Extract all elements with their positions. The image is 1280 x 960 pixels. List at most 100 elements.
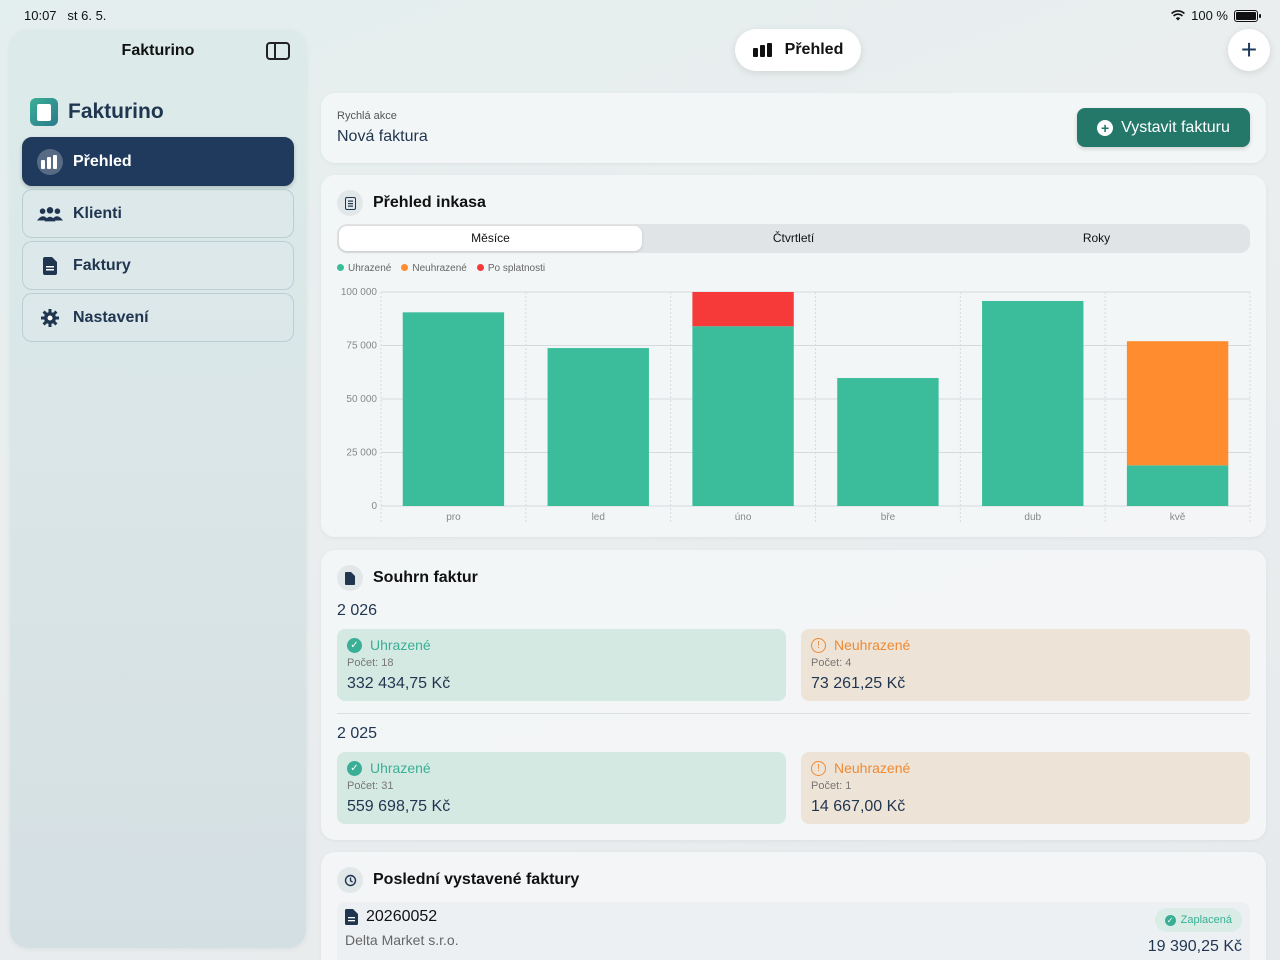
gear-icon — [37, 305, 63, 331]
invoice-number-text: 20260052 — [366, 908, 438, 925]
sidebar-item-label: Faktury — [73, 256, 131, 274]
clock-warning-icon: ! — [811, 637, 826, 653]
collection-header: Přehled inkasa — [337, 190, 486, 216]
document-icon — [37, 253, 63, 279]
x-tick-label: led — [592, 512, 605, 523]
document-icon — [345, 909, 358, 925]
collection-overview-card: Přehled inkasa Měsíce Čtvrtletí Roky Uhr… — [321, 175, 1266, 537]
y-tick-label: 100 000 — [341, 287, 378, 298]
check-circle-icon: ✓ — [1164, 914, 1176, 926]
bar-kvě-0 — [1126, 465, 1229, 506]
segment-quarters[interactable]: Čtvrtletí — [772, 231, 815, 245]
status-badge: ✓ Zaplacená — [1154, 908, 1242, 932]
paid-amount: 332 434,75 Kč — [347, 675, 451, 692]
recent-invoices-card: Poslední vystavené faktury 20260052 Delt… — [321, 852, 1266, 960]
paid-label: Uhrazené — [370, 637, 431, 653]
chart-icon — [752, 43, 772, 57]
people-icon — [37, 201, 63, 227]
x-tick-label: kvě — [1170, 512, 1186, 523]
sidebar-nav: Přehled Klienti Faktury Nastavení — [22, 137, 294, 345]
quick-action-label: Rychlá akce — [337, 110, 397, 122]
x-tick-label: pro — [446, 512, 461, 523]
unpaid-amount: 14 667,00 Kč — [811, 798, 906, 815]
invoice-row[interactable]: 20260052 Delta Market s.r.o. ✓ Zaplacená… — [337, 902, 1250, 960]
sidebar-item-label: Přehled — [73, 152, 132, 170]
paid-tile[interactable]: ✓ Uhrazené Počet: 18 332 434,75 Kč — [337, 629, 786, 701]
brand-name: Fakturino — [68, 100, 164, 123]
year-label: 2 026 — [337, 602, 378, 619]
summary-header: Souhrn faktur — [337, 565, 478, 591]
unpaid-label: Neuhrazené — [834, 760, 911, 776]
receipt-icon — [337, 190, 363, 216]
legend-unpaid: Neuhrazené — [401, 263, 467, 274]
sidebar-toggle-icon[interactable] — [266, 42, 290, 60]
bar-pro-0 — [402, 312, 505, 506]
invoice-summary-card: Souhrn faktur 2 026 ✓ Uhrazené Počet: 18 … — [321, 550, 1266, 840]
status-time: 10:07 st 6. 5. — [24, 8, 106, 23]
x-tick-label: bře — [881, 512, 896, 523]
invoice-number: 20260052 — [345, 908, 437, 926]
unpaid-tile[interactable]: ! Neuhrazené Počet: 4 73 261,25 Kč — [801, 629, 1250, 701]
clock: 10:07 — [24, 8, 57, 23]
y-tick-label: 75 000 — [346, 341, 377, 352]
unpaid-count: Počet: 1 — [811, 780, 852, 792]
year-label: 2 025 — [337, 725, 378, 742]
plus-icon: + — [1240, 34, 1258, 65]
chart-legend: Uhrazené Neuhrazené Po splatnosti — [337, 263, 545, 274]
check-circle-icon: ✓ — [347, 637, 362, 653]
sidebar-title: Fakturino — [121, 42, 195, 59]
battery-icon — [1234, 9, 1261, 22]
legend-unpaid-label: Neuhrazené — [412, 263, 467, 274]
sidebar-item-faktury[interactable]: Faktury — [22, 241, 294, 290]
paid-count: Počet: 31 — [347, 780, 394, 792]
status-bar: 10:07 st 6. 5. 100 % — [0, 0, 1280, 30]
chart-icon — [37, 148, 63, 175]
collection-title: Přehled inkasa — [373, 194, 486, 211]
status-right: 100 % — [1171, 8, 1261, 23]
legend-paid: Uhrazené — [337, 263, 391, 274]
sidebar-item-klienti[interactable]: Klienti — [22, 189, 294, 238]
battery-percent: 100 % — [1191, 8, 1228, 23]
unpaid-count: Počet: 4 — [811, 657, 852, 669]
paid-amount: 559 698,75 Kč — [347, 798, 451, 815]
y-tick-label: 25 000 — [346, 448, 377, 459]
x-tick-label: úno — [735, 512, 752, 523]
bar-úno-0 — [692, 326, 794, 506]
status-label: Zaplacená — [1180, 914, 1232, 926]
wifi-icon — [1171, 10, 1186, 21]
quick-action-card: Rychlá akce Nová faktura + Vystavit fakt… — [321, 93, 1266, 163]
overview-tab-pill[interactable]: Přehled — [735, 29, 861, 71]
divider — [337, 713, 1250, 714]
summary-title: Souhrn faktur — [373, 569, 478, 586]
period-segmented-control: Měsíce Čtvrtletí Roky — [337, 224, 1250, 253]
invoice-client: Delta Market s.r.o. — [345, 932, 459, 948]
add-button[interactable]: + — [1228, 29, 1270, 71]
y-tick-label: 0 — [371, 501, 377, 512]
bar-kvě-1 — [1126, 341, 1229, 466]
history-icon — [337, 867, 363, 893]
sidebar-item-nastaveni[interactable]: Nastavení — [22, 293, 294, 342]
unpaid-tile[interactable]: ! Neuhrazené Počet: 1 14 667,00 Kč — [801, 752, 1250, 824]
sidebar-item-label: Nastavení — [73, 308, 149, 326]
date: st 6. 5. — [67, 8, 107, 23]
segment-years[interactable]: Roky — [1082, 231, 1111, 245]
page-title: Přehled — [784, 41, 844, 58]
create-invoice-button[interactable]: + Vystavit fakturu — [1077, 108, 1250, 147]
x-tick-label: dub — [1024, 512, 1041, 523]
legend-overdue: Po splatnosti — [476, 263, 545, 274]
create-invoice-label: Vystavit fakturu — [1121, 118, 1230, 136]
bar-bře-0 — [837, 378, 939, 506]
collection-bar-chart: 100 000 75 000 50 000 25 000 0 pro led úno bře du… — [341, 287, 1251, 524]
unpaid-amount: 73 261,25 Kč — [811, 675, 906, 692]
quick-action-title: Nová faktura — [337, 128, 428, 145]
invoice-amount: 19 390,25 Kč — [1147, 938, 1242, 955]
clock-warning-icon: ! — [811, 760, 826, 776]
bar-led-0 — [547, 348, 649, 506]
sidebar-item-prehled[interactable]: Přehled — [22, 137, 294, 186]
sidebar-item-label: Klienti — [73, 204, 122, 222]
sidebar: Fakturino Fakturino Přehled Klienti Fakt… — [10, 30, 306, 948]
paid-tile[interactable]: ✓ Uhrazené Počet: 31 559 698,75 Kč — [337, 752, 786, 824]
segment-months[interactable]: Měsíce — [339, 226, 642, 251]
check-circle-icon: ✓ — [347, 760, 362, 776]
paid-label: Uhrazené — [370, 760, 431, 776]
